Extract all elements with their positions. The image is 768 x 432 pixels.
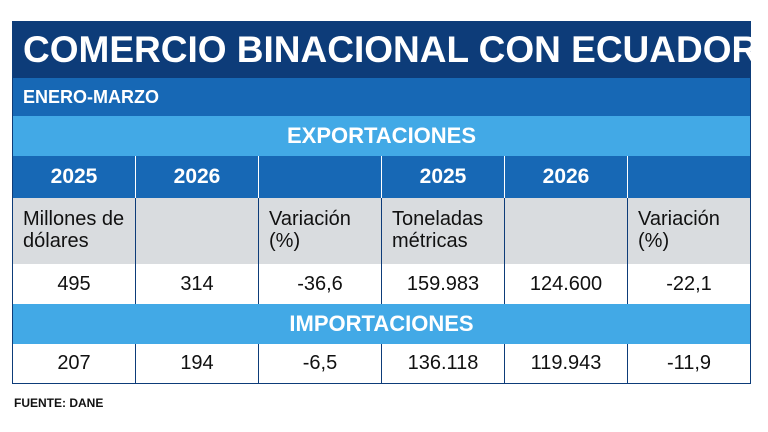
year-cell <box>259 156 382 198</box>
value-cell: -36,6 <box>259 264 382 304</box>
value-cell: 194 <box>136 344 259 383</box>
year-cell <box>628 156 750 198</box>
value-cell: -22,1 <box>666 272 712 295</box>
unit-cell <box>136 198 259 264</box>
years-row: 2025 2026 2025 2026 <box>13 156 750 198</box>
year-cell: 2026 <box>505 156 628 198</box>
unit-cell <box>505 198 628 264</box>
year-cell: 2025 <box>382 156 505 198</box>
units-row: Millones de dólares Variación (%) Tonela… <box>13 198 750 265</box>
value-cell: 136.118 <box>382 344 505 383</box>
imports-values-row: 207 194 -6,5 136.118 119.943 -11,9 <box>13 344 750 383</box>
unit-cell: Millones de dólares <box>13 198 136 264</box>
unit-cell: Variación (%) <box>259 198 382 264</box>
value-cell: -11,9 <box>666 352 712 374</box>
table-title: COMERCIO BINACIONAL CON ECUADOR <box>13 22 758 78</box>
value-cell: -6,5 <box>259 344 382 383</box>
value-cell: 124.600 <box>505 264 628 304</box>
unit-cell: Toneladas métricas <box>382 198 505 264</box>
source-note: FUENTE: DANE <box>14 396 104 410</box>
period-label: ENERO-MARZO <box>13 78 750 116</box>
exports-band: EXPORTACIONES <box>13 116 750 156</box>
imports-band: IMPORTACIONES <box>13 304 750 344</box>
value-cell: 119.943 <box>505 344 628 383</box>
value-cell: 495 <box>13 264 136 304</box>
value-cell: 159.983 <box>382 264 505 304</box>
trade-table: COMERCIO BINACIONAL CON ECUADOR ENERO-MA… <box>12 21 758 384</box>
year-cell: 2025 <box>13 156 136 198</box>
unit-cell: Variación (%) <box>638 208 720 252</box>
year-cell: 2026 <box>136 156 259 198</box>
value-cell: 314 <box>136 264 259 304</box>
value-cell: 207 <box>13 344 136 383</box>
exports-values-row: 495 314 -36,6 159.983 124.600 -22,1 <box>13 264 750 304</box>
